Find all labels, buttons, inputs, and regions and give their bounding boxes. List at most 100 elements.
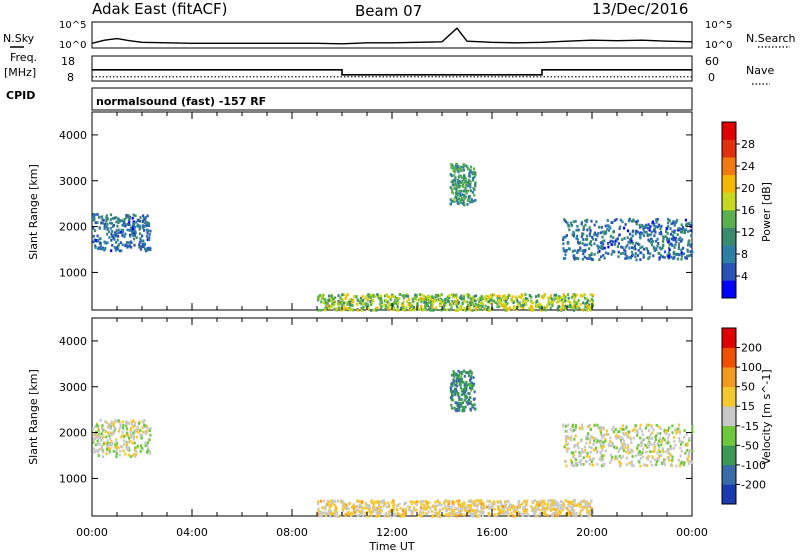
data-cell bbox=[509, 508, 512, 512]
data-cell bbox=[440, 503, 443, 507]
data-cell bbox=[494, 301, 497, 305]
data-cell bbox=[109, 221, 112, 225]
data-cell bbox=[114, 234, 117, 237]
data-cell bbox=[351, 300, 354, 304]
data-cell bbox=[570, 224, 573, 227]
data-cell bbox=[462, 168, 465, 172]
data-cell bbox=[149, 248, 152, 251]
data-cell bbox=[576, 462, 579, 465]
data-cell bbox=[92, 240, 95, 244]
data-cell bbox=[679, 431, 682, 435]
time-tick-label: 16:00 bbox=[476, 526, 508, 539]
data-cell bbox=[118, 427, 121, 431]
data-cell bbox=[650, 241, 653, 244]
data-cell bbox=[141, 420, 144, 424]
data-cell bbox=[133, 441, 136, 445]
data-cell bbox=[355, 302, 359, 306]
data-cell bbox=[655, 434, 658, 438]
data-cell bbox=[106, 439, 109, 443]
data-cell bbox=[677, 238, 680, 241]
data-cell bbox=[691, 429, 694, 432]
data-cell bbox=[462, 183, 465, 187]
data-cell bbox=[573, 249, 576, 253]
data-cell bbox=[593, 439, 596, 443]
data-cell bbox=[426, 298, 429, 301]
data-cell bbox=[662, 235, 665, 239]
data-cell bbox=[575, 463, 579, 467]
data-cell bbox=[635, 222, 638, 226]
data-cell bbox=[366, 504, 369, 507]
data-cell bbox=[144, 216, 147, 219]
data-cell bbox=[107, 230, 111, 234]
data-cell bbox=[646, 445, 649, 449]
data-cell bbox=[415, 503, 418, 506]
colorbar-swatch bbox=[722, 280, 736, 299]
data-cell bbox=[585, 507, 588, 511]
data-cell bbox=[670, 255, 673, 259]
data-cell bbox=[93, 217, 96, 221]
data-cell bbox=[639, 441, 643, 445]
data-cell bbox=[332, 512, 335, 516]
data-cell bbox=[569, 303, 572, 307]
data-cell bbox=[585, 238, 588, 241]
data-cell bbox=[498, 305, 501, 308]
data-cell bbox=[408, 308, 411, 312]
data-cell bbox=[661, 447, 664, 450]
data-cell bbox=[649, 433, 652, 437]
data-cell bbox=[460, 506, 463, 509]
data-cell bbox=[517, 513, 520, 516]
data-cell bbox=[460, 393, 463, 397]
data-cell bbox=[616, 457, 619, 461]
data-cell bbox=[628, 217, 631, 221]
data-cell bbox=[640, 251, 643, 255]
data-cell bbox=[647, 251, 650, 255]
data-cell bbox=[681, 225, 685, 229]
data-cell bbox=[97, 247, 100, 251]
data-cell bbox=[541, 505, 545, 508]
data-cell bbox=[406, 295, 410, 298]
data-cell bbox=[564, 435, 568, 438]
data-cell bbox=[117, 429, 120, 433]
data-cell bbox=[109, 432, 112, 436]
data-cell bbox=[632, 229, 635, 233]
data-cell bbox=[133, 448, 136, 452]
data-cell bbox=[388, 304, 391, 308]
data-cell bbox=[516, 505, 519, 509]
data-cell bbox=[603, 232, 606, 236]
data-cell bbox=[563, 445, 566, 449]
data-cell bbox=[127, 216, 130, 220]
data-cell bbox=[568, 224, 571, 228]
data-cell bbox=[345, 295, 348, 298]
data-cell bbox=[633, 428, 636, 431]
data-cell bbox=[462, 189, 466, 193]
data-cell bbox=[458, 398, 461, 402]
data-cell bbox=[99, 245, 102, 248]
data-cell bbox=[560, 504, 563, 507]
colorbar-swatch bbox=[722, 192, 736, 211]
data-cell bbox=[347, 300, 350, 304]
data-cell bbox=[452, 503, 455, 507]
data-cell bbox=[343, 307, 346, 310]
data-cell bbox=[516, 513, 519, 517]
data-cell bbox=[564, 512, 567, 516]
data-cell bbox=[437, 511, 441, 514]
data-cell bbox=[460, 389, 464, 393]
data-cell bbox=[586, 510, 589, 513]
data-cell bbox=[112, 423, 115, 427]
data-cell bbox=[409, 306, 412, 310]
data-cell bbox=[570, 461, 573, 464]
data-cell bbox=[454, 182, 457, 186]
data-cell bbox=[569, 305, 572, 309]
data-cell bbox=[135, 435, 138, 439]
data-cell bbox=[333, 307, 336, 311]
data-cell bbox=[503, 303, 506, 307]
data-cell bbox=[616, 245, 619, 248]
data-cell bbox=[139, 247, 142, 251]
data-cell bbox=[596, 234, 599, 238]
data-cell bbox=[647, 249, 650, 253]
data-cell bbox=[615, 446, 618, 450]
data-cell bbox=[470, 374, 473, 378]
data-cell bbox=[462, 165, 465, 169]
data-cell bbox=[343, 503, 346, 507]
data-cell bbox=[535, 504, 538, 508]
